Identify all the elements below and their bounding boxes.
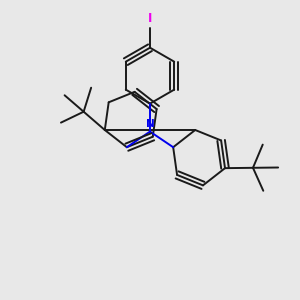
Text: N: N [146, 119, 154, 129]
Text: I: I [148, 12, 152, 25]
